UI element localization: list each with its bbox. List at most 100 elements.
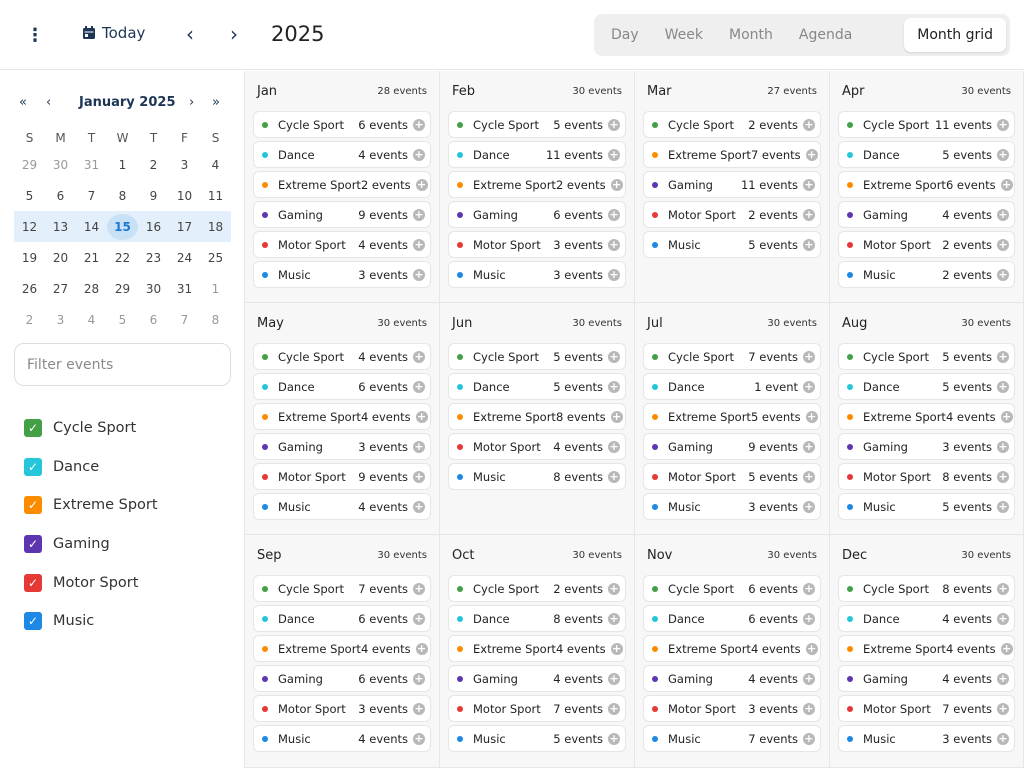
category-summary-item[interactable]: Cycle Sport 2 events + [643, 111, 821, 138]
add-icon[interactable]: + [997, 237, 1009, 251]
day-cell[interactable]: 21 [83, 250, 100, 265]
tab-agenda[interactable]: Agenda [798, 27, 853, 43]
day-cell[interactable]: 29 [21, 157, 38, 172]
add-icon[interactable]: + [608, 469, 620, 483]
category-summary-item[interactable]: Music 2 events + [838, 261, 1015, 288]
add-icon[interactable]: + [413, 581, 425, 595]
add-icon[interactable]: + [803, 177, 815, 191]
category-summary-item[interactable]: Extreme Sport 5 events + [643, 403, 821, 430]
add-icon[interactable]: + [608, 379, 620, 393]
category-summary-item[interactable]: Gaming 6 events + [253, 665, 431, 692]
category-summary-item[interactable]: Music 5 events + [838, 493, 1015, 520]
previous-year-icon[interactable]: « [19, 95, 27, 110]
next-month-icon[interactable]: › [189, 95, 195, 110]
checkbox-checked-icon[interactable]: ✓ [24, 496, 42, 515]
add-icon[interactable]: + [610, 177, 623, 191]
next-year-button[interactable]: › [230, 22, 238, 46]
add-icon[interactable]: + [997, 117, 1009, 131]
category-filter-item[interactable]: ✓ Gaming [24, 525, 158, 564]
day-cell[interactable]: 15 [107, 213, 138, 240]
category-summary-item[interactable]: Music 3 events + [448, 261, 626, 288]
category-summary-item[interactable]: Dance 6 events + [253, 373, 431, 400]
category-summary-item[interactable]: Extreme Sport 4 events + [448, 635, 626, 662]
category-filter-item[interactable]: ✓ Dance [24, 448, 158, 487]
category-summary-item[interactable]: Gaming 4 events + [448, 665, 626, 692]
category-summary-item[interactable]: Motor Sport 4 events + [253, 231, 431, 258]
category-summary-item[interactable]: Dance 4 events + [253, 141, 431, 168]
category-summary-item[interactable]: Dance 5 events + [838, 373, 1015, 400]
day-cell[interactable]: 14 [83, 219, 100, 234]
month-name[interactable]: Jan [257, 83, 278, 99]
month-name[interactable]: Aug [842, 315, 868, 331]
add-icon[interactable]: + [608, 349, 620, 363]
category-summary-item[interactable]: Music 5 events + [448, 725, 626, 752]
add-icon[interactable]: + [413, 267, 425, 281]
filter-events-input[interactable] [14, 343, 231, 386]
add-icon[interactable]: + [805, 147, 818, 161]
day-cell[interactable]: 30 [145, 281, 162, 296]
add-icon[interactable]: + [997, 267, 1009, 281]
category-summary-item[interactable]: Motor Sport 7 events + [448, 695, 626, 722]
category-summary-item[interactable]: Gaming 6 events + [448, 201, 626, 228]
day-cell[interactable]: 22 [114, 250, 131, 265]
category-summary-item[interactable]: Gaming 4 events + [838, 665, 1015, 692]
add-icon[interactable]: + [413, 379, 425, 393]
add-icon[interactable]: + [413, 611, 425, 625]
add-icon[interactable]: + [997, 499, 1009, 513]
day-cell[interactable]: 26 [21, 281, 38, 296]
add-icon[interactable]: + [803, 469, 815, 483]
day-cell[interactable]: 8 [118, 188, 127, 203]
add-icon[interactable]: + [803, 237, 815, 251]
category-summary-item[interactable]: Extreme Sport 4 events + [838, 403, 1015, 430]
category-summary-item[interactable]: Cycle Sport 11 events + [838, 111, 1015, 138]
month-name[interactable]: Feb [452, 83, 476, 99]
category-summary-item[interactable]: Motor Sport 4 events + [448, 433, 626, 460]
category-summary-item[interactable]: Gaming 11 events + [643, 171, 821, 198]
category-summary-item[interactable]: Gaming 3 events + [838, 433, 1015, 460]
category-filter-item[interactable]: ✓ Cycle Sport [24, 409, 158, 448]
add-icon[interactable]: + [413, 499, 425, 513]
category-summary-item[interactable]: Dance 6 events + [643, 605, 821, 632]
category-summary-item[interactable]: Music 4 events + [253, 493, 431, 520]
add-icon[interactable]: + [608, 439, 620, 453]
add-icon[interactable]: + [803, 499, 815, 513]
add-icon[interactable]: + [608, 207, 620, 221]
more-menu-icon[interactable]: ⋮ [26, 24, 44, 46]
add-icon[interactable]: + [608, 701, 620, 715]
checkbox-checked-icon[interactable]: ✓ [24, 419, 42, 438]
checkbox-checked-icon[interactable]: ✓ [24, 573, 42, 592]
category-summary-item[interactable]: Dance 1 event + [643, 373, 821, 400]
add-icon[interactable]: + [413, 469, 425, 483]
category-summary-item[interactable]: Gaming 4 events + [838, 201, 1015, 228]
add-icon[interactable]: + [415, 177, 428, 191]
day-cell[interactable]: 18 [207, 219, 224, 234]
day-cell[interactable]: 28 [83, 281, 100, 296]
add-icon[interactable]: + [997, 611, 1009, 625]
category-summary-item[interactable]: Motor Sport 3 events + [643, 695, 821, 722]
category-summary-item[interactable]: Gaming 3 events + [253, 433, 431, 460]
day-cell[interactable]: 7 [87, 188, 96, 203]
add-icon[interactable]: + [608, 671, 620, 685]
day-cell[interactable]: 6 [56, 188, 65, 203]
day-cell[interactable]: 10 [176, 188, 193, 203]
category-summary-item[interactable]: Cycle Sport 7 events + [253, 575, 431, 602]
add-icon[interactable]: + [415, 409, 428, 423]
month-name[interactable]: Oct [452, 547, 475, 563]
category-summary-item[interactable]: Motor Sport 3 events + [253, 695, 431, 722]
category-summary-item[interactable]: Cycle Sport 5 events + [448, 111, 626, 138]
category-summary-item[interactable]: Dance 8 events + [448, 605, 626, 632]
add-icon[interactable]: + [997, 469, 1009, 483]
day-cell[interactable]: 2 [149, 157, 158, 172]
day-cell[interactable]: 24 [176, 250, 193, 265]
add-icon[interactable]: + [803, 731, 815, 745]
day-cell[interactable]: 4 [87, 312, 96, 327]
category-summary-item[interactable]: Music 3 events + [838, 725, 1015, 752]
add-icon[interactable]: + [805, 641, 818, 655]
month-name[interactable]: Apr [842, 83, 865, 99]
add-icon[interactable]: + [997, 701, 1009, 715]
add-icon[interactable]: + [997, 581, 1009, 595]
add-icon[interactable]: + [997, 379, 1009, 393]
day-cell[interactable]: 23 [145, 250, 162, 265]
day-cell[interactable]: 29 [114, 281, 131, 296]
category-summary-item[interactable]: Gaming 4 events + [643, 665, 821, 692]
